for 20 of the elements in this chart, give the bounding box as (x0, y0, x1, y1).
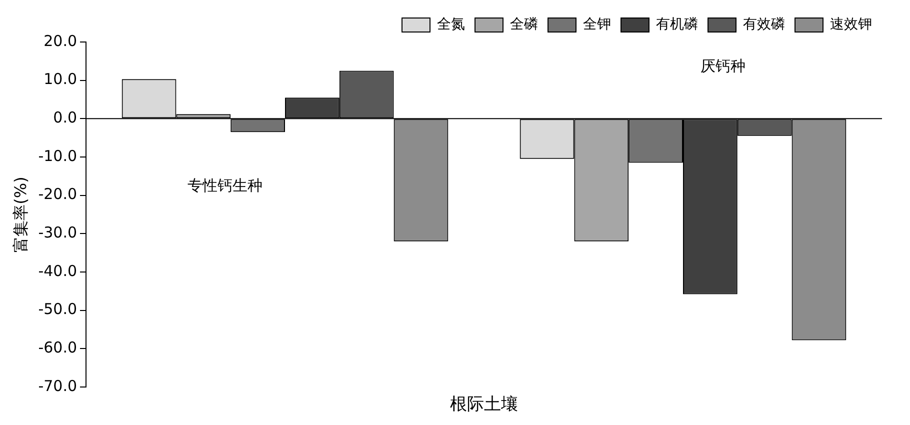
x-axis-title: 根际土壤 (450, 394, 518, 414)
y-axis-title: 富集率(%) (10, 176, 30, 252)
y-tick-label: -10.0 (38, 146, 78, 165)
legend-label: 全钾 (583, 16, 611, 33)
y-tick-label: -30.0 (38, 224, 78, 242)
y-tick-label: 10.0 (44, 70, 78, 88)
legend-label: 有机磷 (656, 16, 698, 33)
annotation: 厌钙种 (700, 56, 746, 75)
y-tick-label: -40.0 (38, 262, 78, 280)
y-tick-label: 0.0 (53, 108, 78, 127)
legend-label: 全磷 (510, 16, 538, 33)
y-tick-label: -60.0 (38, 338, 78, 357)
annotation: 专性钙生种 (188, 176, 263, 195)
y-tick-label: -50.0 (38, 300, 78, 318)
legend-label: 有效磷 (743, 16, 785, 33)
y-tick-label: 20.0 (44, 32, 78, 50)
legend-label: 速效钾 (830, 16, 872, 33)
y-tick-label: -20.0 (38, 185, 78, 204)
y-tick-label: -70.0 (38, 376, 78, 395)
legend-label: 全氮 (437, 16, 465, 33)
